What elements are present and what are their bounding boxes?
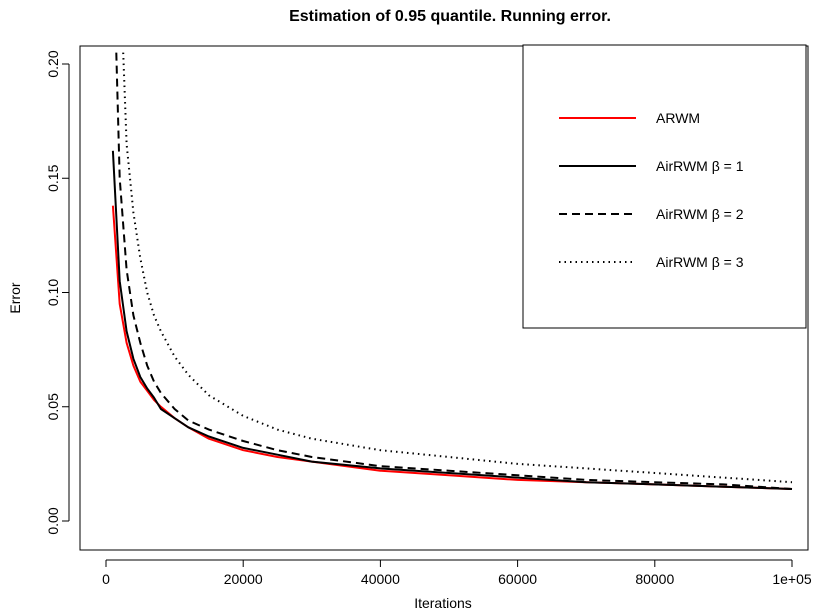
y-tick-label: 0.05 xyxy=(45,393,61,420)
y-axis-title: Error xyxy=(7,282,23,313)
x-tick-label: 80000 xyxy=(635,571,674,587)
series-line-2 xyxy=(111,150,793,490)
legend-label-4: AirRWM β = 3 xyxy=(656,254,744,270)
plot-frame xyxy=(79,45,809,551)
legend: ARWM AirRWM β = 1 AirRWM β = 2 AirRWM β = 3 xyxy=(522,44,807,329)
series-lines xyxy=(111,52,793,490)
y-tick-label: 0.20 xyxy=(45,50,61,77)
series-line-3 xyxy=(115,52,793,490)
x-tick-label: 20000 xyxy=(224,571,263,587)
x-tick-label: 40000 xyxy=(361,571,400,587)
chart-title: Estimation of 0.95 quantile. Running err… xyxy=(289,8,611,25)
y-tick-label: 0.00 xyxy=(45,507,61,534)
y-tick-label: 0.15 xyxy=(45,164,61,191)
x-tick-label: 0 xyxy=(102,571,110,587)
x-tick-label: 60000 xyxy=(498,571,537,587)
x-axis-title: Iterations xyxy=(414,595,472,611)
x-axis: 0 20000 40000 60000 80000 1e+05 xyxy=(102,559,812,587)
x-tick-label: 1e+05 xyxy=(772,571,812,587)
legend-label-1: ARWM xyxy=(656,110,700,126)
y-tick-label: 0.10 xyxy=(45,279,61,306)
legend-box xyxy=(522,44,807,329)
y-axis: 0.00 0.05 0.10 0.15 0.20 xyxy=(45,50,70,535)
legend-label-2: AirRWM β = 1 xyxy=(656,158,744,174)
legend-label-3: AirRWM β = 2 xyxy=(656,206,744,222)
